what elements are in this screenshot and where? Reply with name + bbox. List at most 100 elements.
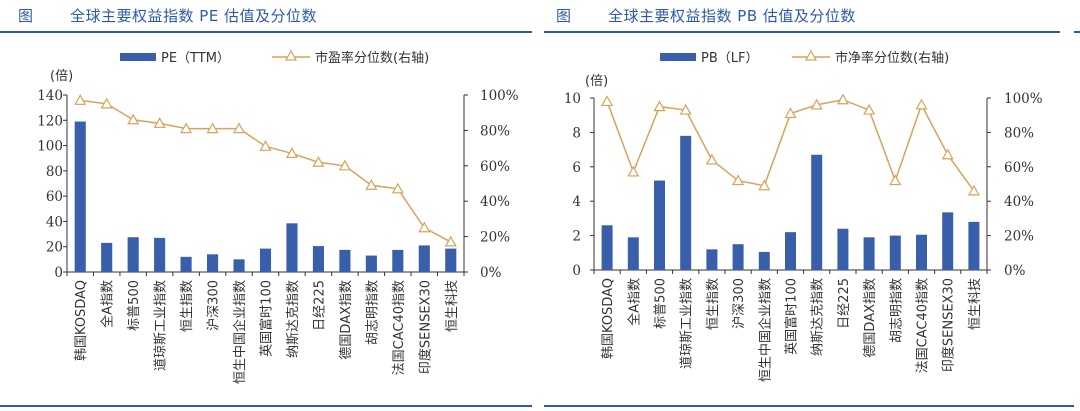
x-category-label: 沪深300 bbox=[206, 280, 222, 331]
x-category-label: 全A指数 bbox=[100, 280, 116, 328]
percentile-point bbox=[758, 179, 771, 191]
x-category-label: 全A指数 bbox=[626, 278, 642, 326]
y-tick-label: 0 bbox=[54, 265, 63, 281]
bar bbox=[339, 249, 351, 272]
x-category-label: 恒生科技 bbox=[968, 278, 983, 330]
percentile-point bbox=[206, 122, 219, 134]
y2-tick-label: 60% bbox=[480, 159, 510, 175]
y-tick-label: 100 bbox=[37, 139, 63, 155]
percentile-point bbox=[863, 103, 876, 115]
y-tick-label: 10 bbox=[564, 91, 581, 107]
bar bbox=[758, 251, 770, 270]
chart-title: 全球主要权益指数 PB 估值及分位数 bbox=[608, 7, 856, 25]
x-category-label: 道琼斯工业指数 bbox=[680, 278, 695, 369]
bar bbox=[889, 235, 901, 270]
x-category-label: 道琼斯工业指数 bbox=[154, 280, 169, 371]
y2-tick-label: 40% bbox=[480, 194, 510, 210]
title-divider bbox=[0, 31, 532, 33]
x-category-label: 英国富时100 bbox=[259, 280, 275, 357]
y-tick-label: 20 bbox=[46, 240, 63, 256]
bar bbox=[101, 242, 113, 272]
percentile-point bbox=[653, 100, 666, 112]
percentile-point bbox=[180, 122, 193, 134]
y-tick-label: 80 bbox=[46, 164, 63, 180]
chart-plot-group: PE（TTM） 市盈率分位数(右轴) (倍) 0 20 40 60 80 100 120 140 0%… bbox=[37, 49, 519, 384]
bar bbox=[680, 135, 692, 270]
bar bbox=[968, 221, 980, 270]
chart-title-row: 图 全球主要权益指数 PB 估值及分位数 bbox=[540, 2, 1080, 28]
legend-triangle-marker bbox=[284, 49, 298, 61]
y-tick-label: 120 bbox=[37, 113, 63, 129]
bar bbox=[259, 248, 272, 272]
percentile-point bbox=[444, 235, 457, 247]
y2-tick-label: 20% bbox=[480, 230, 510, 246]
legend-bar-swatch bbox=[660, 53, 696, 61]
legend-line-label: 市净率分位数(右轴) bbox=[835, 50, 949, 66]
legend-bar-label: PE（TTM） bbox=[161, 51, 230, 66]
y2-tick-label: 40% bbox=[1004, 194, 1034, 210]
y-axis-unit-label: (倍) bbox=[50, 69, 73, 84]
percentile-point bbox=[915, 98, 928, 110]
x-category-label: 标普500 bbox=[654, 278, 669, 329]
x-category-label: 韩国KOSDAQ bbox=[601, 278, 616, 359]
bar bbox=[418, 245, 430, 272]
y-tick-label: 140 bbox=[37, 88, 63, 104]
x-category-label: 韩国KOSDAQ bbox=[74, 280, 89, 361]
chart-title-row: 图 全球主要权益指数 PE 估值及分位数 bbox=[0, 2, 540, 28]
percentile-point bbox=[100, 97, 113, 109]
y-tick-label: 4 bbox=[572, 194, 581, 210]
percentile-point bbox=[889, 174, 902, 186]
y-tick-label: 6 bbox=[572, 160, 581, 176]
percentile-point bbox=[74, 94, 87, 105]
percentile-point bbox=[418, 221, 431, 233]
x-category-label: 印度SENSEX30 bbox=[417, 280, 433, 374]
bar bbox=[127, 237, 139, 272]
x-category-label: 法国CAC40指数 bbox=[392, 280, 407, 375]
percentile-point bbox=[679, 103, 692, 115]
x-category-label: 印度SENSEX30 bbox=[941, 278, 957, 372]
x-category-label: 纳斯达克指数 bbox=[286, 280, 301, 358]
pe-chart-panel: 图 全球主要权益指数 PE 估值及分位数 PE（TTM） 市盈率分位数(右轴) (倍… bbox=[0, 2, 540, 407]
x-category-label: 恒生科技 bbox=[445, 280, 460, 332]
x-category-label: 恒生指数 bbox=[180, 280, 195, 332]
y2-tick-label: 0% bbox=[1004, 263, 1026, 279]
bar bbox=[392, 249, 404, 272]
pb-chart-panel: 图 全球主要权益指数 PB 估值及分位数 PB（LF） 市净率分位数(右轴) (倍)… bbox=[540, 0, 1080, 411]
percentile-point bbox=[233, 122, 246, 134]
bar bbox=[154, 237, 166, 272]
bar bbox=[207, 254, 219, 272]
x-category-label: 英国富时100 bbox=[784, 278, 800, 355]
bar bbox=[286, 223, 298, 272]
x-category-label: 胡志明指数 bbox=[365, 280, 380, 345]
bar bbox=[811, 154, 823, 270]
y-tick-label: 40 bbox=[46, 214, 63, 230]
percentile-point bbox=[153, 117, 166, 128]
bar bbox=[365, 255, 377, 272]
x-category-label: 恒生中国企业指数 bbox=[757, 278, 773, 382]
percentile-point bbox=[784, 107, 797, 119]
x-category-label: 德国DAX指数 bbox=[339, 280, 354, 360]
y2-tick-label: 0% bbox=[480, 265, 502, 281]
figure-label: 图 bbox=[556, 7, 572, 25]
pe-chart: PE（TTM） 市盈率分位数(右轴) (倍) 0 20 40 60 80 100 120 140 0%… bbox=[37, 49, 519, 384]
x-category-label: 法国CAC40指数 bbox=[916, 278, 931, 373]
percentile-point bbox=[967, 184, 980, 196]
bar bbox=[312, 246, 324, 272]
percentile-point bbox=[338, 159, 351, 171]
bar bbox=[627, 237, 639, 270]
percentile-point bbox=[836, 93, 849, 105]
percentile-point bbox=[391, 182, 404, 194]
percentile-point bbox=[941, 148, 954, 160]
x-category-label: 标普500 bbox=[127, 280, 142, 331]
percentile-point bbox=[127, 113, 140, 125]
x-category-label: 纳斯达克指数 bbox=[811, 278, 826, 356]
bottom-divider bbox=[0, 405, 532, 407]
y2-tick-label: 100% bbox=[1004, 91, 1043, 107]
bar bbox=[233, 259, 245, 272]
bar bbox=[74, 121, 86, 272]
x-category-label: 日经225 bbox=[837, 278, 852, 329]
x-category-label: 日经225 bbox=[312, 280, 327, 331]
chart-plot-group: PB（LF） 市净率分位数(右轴)(倍)02468100%20%40%60%80%… bbox=[564, 49, 1043, 382]
x-category-label: 恒生中国企业指数 bbox=[232, 280, 248, 384]
bottom-divider bbox=[544, 405, 1074, 407]
